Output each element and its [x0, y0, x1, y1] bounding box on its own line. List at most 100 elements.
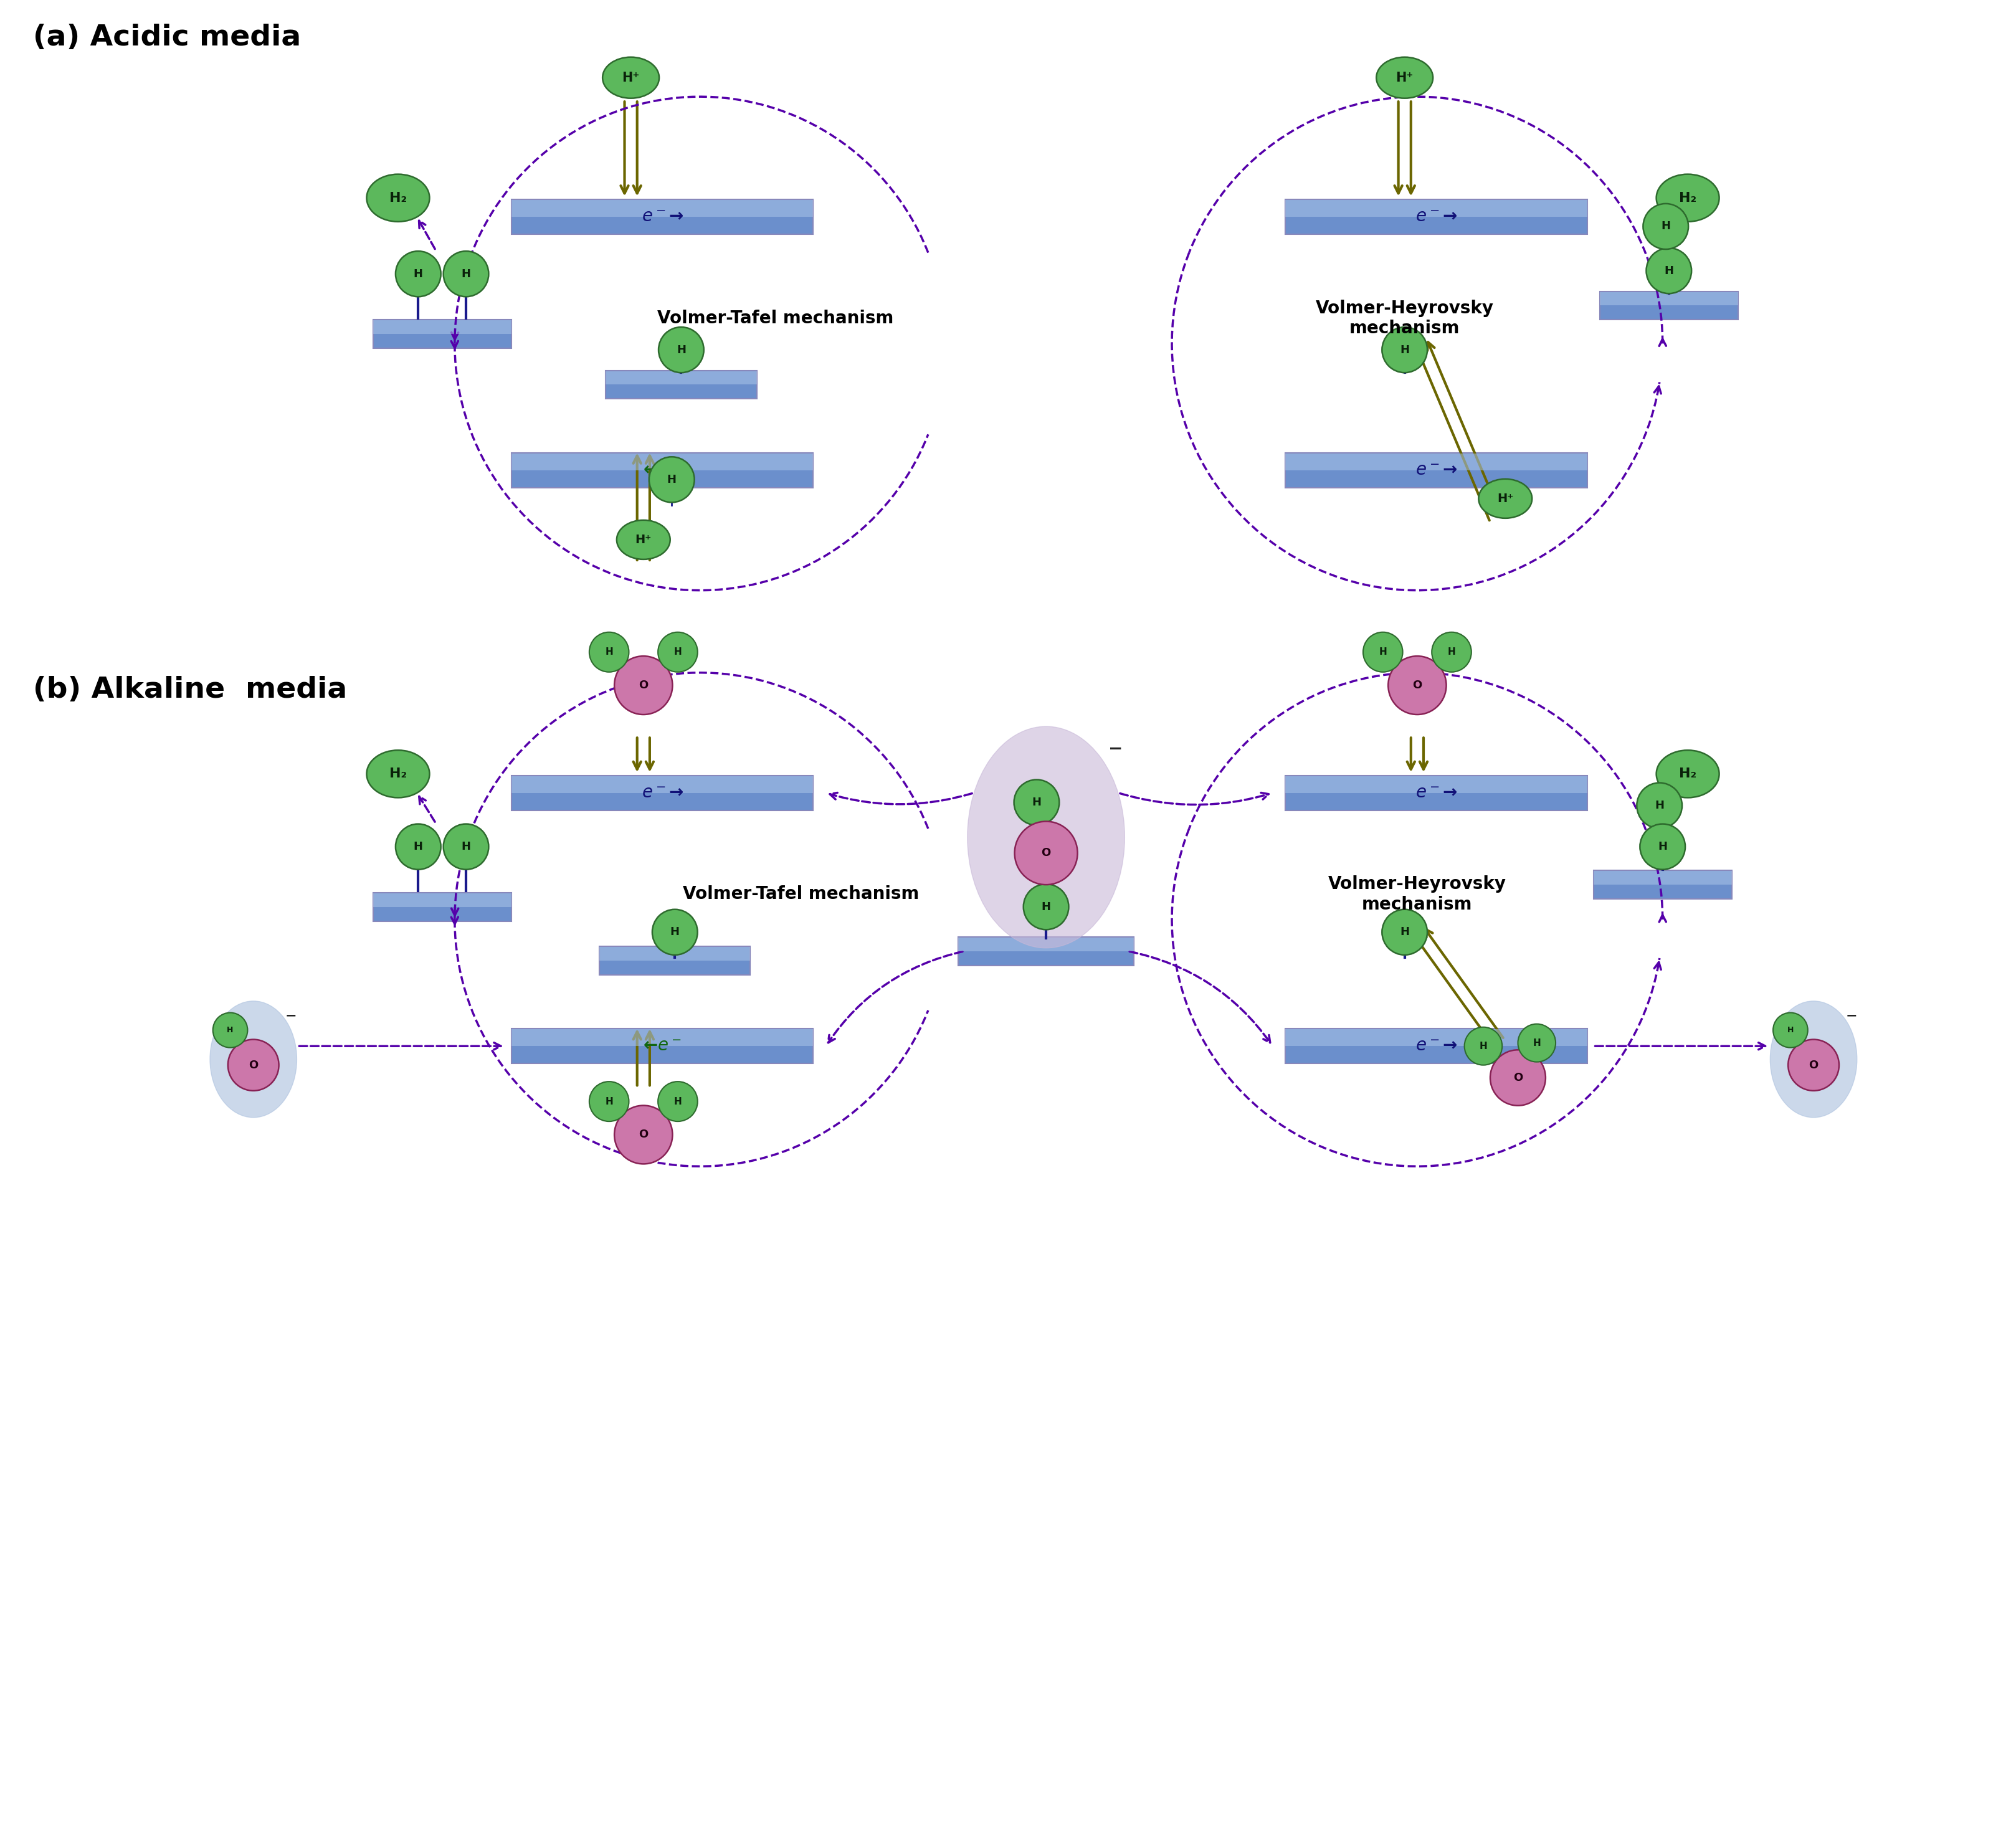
Circle shape [1464, 1028, 1502, 1065]
Text: H: H [228, 1026, 234, 1034]
Circle shape [659, 327, 704, 373]
Text: Volmer-Heyrovsky
mechanism: Volmer-Heyrovsky mechanism [1329, 875, 1506, 912]
FancyBboxPatch shape [1284, 776, 1587, 811]
Ellipse shape [367, 750, 429, 798]
FancyBboxPatch shape [512, 454, 812, 471]
Text: O: O [1512, 1072, 1522, 1083]
Text: $e^-$→: $e^-$→ [641, 783, 683, 802]
Ellipse shape [1770, 1000, 1857, 1118]
Text: H: H [1480, 1041, 1488, 1050]
Circle shape [1381, 327, 1427, 373]
Circle shape [649, 456, 694, 502]
FancyBboxPatch shape [373, 892, 512, 921]
Text: H: H [605, 1096, 613, 1105]
Text: H: H [1040, 901, 1050, 912]
FancyBboxPatch shape [1593, 872, 1732, 885]
FancyBboxPatch shape [512, 452, 812, 487]
Text: H: H [673, 647, 681, 657]
FancyBboxPatch shape [1284, 454, 1587, 471]
Text: (a) Acidic media: (a) Acidic media [32, 24, 300, 51]
Text: $e^-$→: $e^-$→ [1415, 783, 1456, 802]
Text: H: H [1447, 647, 1456, 657]
FancyBboxPatch shape [605, 371, 756, 384]
FancyBboxPatch shape [1599, 291, 1738, 320]
Circle shape [1431, 633, 1472, 671]
Ellipse shape [1655, 175, 1720, 223]
FancyBboxPatch shape [373, 320, 512, 335]
Text: $e^-$→: $e^-$→ [1415, 208, 1456, 226]
Circle shape [1637, 783, 1681, 828]
FancyBboxPatch shape [605, 370, 756, 399]
Text: H: H [673, 1096, 681, 1105]
FancyBboxPatch shape [1599, 292, 1738, 305]
Circle shape [1363, 633, 1403, 671]
FancyBboxPatch shape [1284, 776, 1587, 793]
Ellipse shape [367, 175, 429, 223]
Text: ←$e^-$: ←$e^-$ [643, 462, 681, 478]
Text: H⁺: H⁺ [621, 72, 639, 85]
Text: ←$e^-$: ←$e^-$ [643, 1037, 681, 1056]
Text: $e^-$→: $e^-$→ [1415, 1037, 1456, 1056]
FancyBboxPatch shape [1593, 870, 1732, 899]
Circle shape [1381, 908, 1427, 954]
Circle shape [1788, 1039, 1839, 1091]
Text: H: H [1663, 265, 1673, 276]
Circle shape [1490, 1050, 1544, 1105]
FancyBboxPatch shape [1284, 199, 1587, 234]
Circle shape [1014, 780, 1058, 826]
Text: H: H [462, 268, 470, 280]
Circle shape [395, 252, 442, 296]
Text: H₂: H₂ [1679, 767, 1695, 780]
Circle shape [657, 1081, 698, 1122]
Text: O: O [639, 1129, 647, 1140]
Circle shape [444, 824, 488, 870]
Circle shape [1387, 657, 1445, 715]
Circle shape [615, 657, 671, 715]
Text: $e^-$→: $e^-$→ [641, 208, 683, 226]
Ellipse shape [617, 520, 669, 559]
Text: H₂: H₂ [1679, 191, 1695, 204]
Text: Volmer-Heyrovsky
mechanism: Volmer-Heyrovsky mechanism [1314, 300, 1494, 337]
Circle shape [1643, 204, 1687, 250]
Text: O: O [1040, 848, 1050, 859]
Circle shape [1772, 1013, 1806, 1048]
Text: −: − [1845, 1010, 1857, 1022]
Text: H: H [1399, 927, 1409, 938]
Text: H: H [1786, 1026, 1792, 1034]
Circle shape [589, 633, 629, 671]
Circle shape [1518, 1024, 1554, 1061]
Ellipse shape [210, 1000, 296, 1118]
FancyBboxPatch shape [512, 776, 812, 811]
Text: $e^-$→: $e^-$→ [1415, 462, 1456, 478]
Text: H: H [413, 840, 423, 851]
FancyBboxPatch shape [958, 936, 1133, 965]
Text: H⁺: H⁺ [1496, 493, 1514, 504]
Text: −: − [1107, 739, 1123, 758]
Circle shape [589, 1081, 629, 1122]
FancyBboxPatch shape [1284, 1030, 1587, 1046]
FancyBboxPatch shape [599, 947, 750, 960]
Text: H: H [675, 344, 685, 355]
Circle shape [1022, 885, 1068, 931]
Text: Volmer-Tafel mechanism: Volmer-Tafel mechanism [657, 309, 893, 327]
Text: H: H [667, 474, 675, 485]
Circle shape [1639, 824, 1685, 870]
Text: H: H [462, 840, 470, 851]
Text: −: − [284, 1010, 296, 1022]
Text: H: H [1379, 647, 1387, 657]
Text: H: H [413, 268, 423, 280]
Ellipse shape [1375, 57, 1433, 97]
Text: O: O [639, 680, 647, 691]
Text: H: H [669, 927, 679, 938]
FancyBboxPatch shape [1284, 1028, 1587, 1063]
Text: (b) Alkaline  media: (b) Alkaline media [32, 675, 347, 704]
Text: O: O [248, 1059, 258, 1070]
Ellipse shape [603, 57, 659, 97]
FancyBboxPatch shape [1284, 452, 1587, 487]
FancyBboxPatch shape [512, 200, 812, 217]
Text: H: H [1655, 800, 1663, 811]
Text: O: O [1411, 680, 1421, 691]
FancyBboxPatch shape [512, 776, 812, 793]
Circle shape [1014, 822, 1077, 885]
Ellipse shape [1655, 750, 1720, 798]
